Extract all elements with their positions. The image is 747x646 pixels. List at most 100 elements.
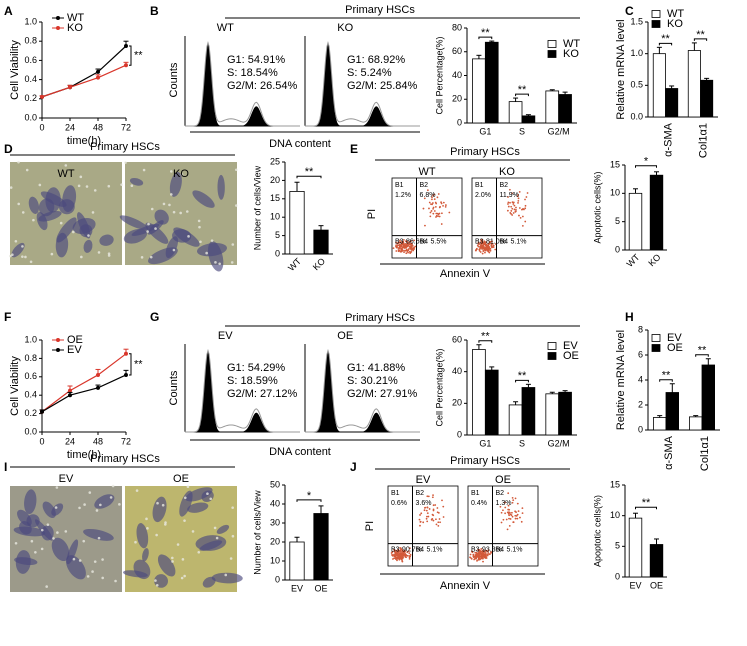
event: [436, 196, 439, 199]
event: [506, 511, 509, 514]
x-axis-label: Annexin V: [440, 580, 491, 592]
panel-letter: J: [350, 460, 357, 474]
pore: [209, 497, 213, 501]
y-tick-label: 10: [610, 510, 620, 520]
cell: [199, 540, 223, 551]
x-tick-label: 0: [39, 436, 44, 446]
phase-stat: S: 5.24%: [347, 67, 392, 79]
event: [401, 557, 404, 559]
event: [489, 249, 492, 252]
phase-stat: G2/M: 26.54%: [227, 80, 298, 92]
pore: [161, 503, 165, 507]
event: [404, 242, 406, 245]
y-tick-label: 5: [275, 230, 280, 240]
cell: [83, 239, 93, 253]
event: [404, 249, 407, 252]
event: [392, 558, 394, 560]
event: [475, 557, 478, 560]
x-tick-label: G2/M: [548, 126, 570, 136]
cell: [123, 228, 148, 244]
quadrant-name: B3: [391, 546, 400, 553]
event: [523, 208, 525, 211]
x-tick-label: EV: [291, 583, 303, 593]
pore: [185, 210, 189, 213]
pore: [9, 186, 13, 189]
event: [487, 549, 490, 552]
event: [516, 502, 519, 505]
event: [428, 508, 431, 510]
quadrant-value: 6.8%: [420, 192, 436, 199]
event: [412, 249, 415, 252]
significance-bracket: [635, 506, 657, 510]
bar: [665, 88, 679, 118]
pore: [231, 534, 235, 538]
quadrant-value: 0.4%: [471, 500, 487, 507]
event: [514, 514, 517, 517]
pore: [179, 211, 182, 215]
y-tick-label: 60: [452, 334, 462, 344]
pore: [54, 506, 58, 509]
y-axis-label: Cell Percentage(%): [434, 36, 444, 114]
event: [405, 252, 408, 255]
event: [486, 249, 489, 252]
event: [521, 512, 524, 515]
data-point: [68, 393, 72, 398]
event: [521, 507, 524, 510]
pore: [101, 576, 105, 580]
event: [431, 196, 433, 199]
event: [490, 240, 493, 243]
event: [507, 201, 510, 204]
legend-marker: [56, 348, 60, 352]
event: [434, 205, 437, 208]
event: [500, 511, 503, 514]
quadrant-name: B4: [496, 546, 505, 553]
event: [479, 251, 482, 253]
event: [483, 556, 486, 559]
event: [438, 212, 441, 215]
quadrant-name: B1: [471, 490, 480, 497]
pore: [170, 193, 173, 196]
event: [481, 555, 484, 558]
quadrant-value: 86.6%: [406, 238, 426, 245]
y-tick-label: 0: [638, 424, 643, 434]
legend-marker: [56, 16, 60, 20]
sample-name: WT: [57, 168, 74, 180]
y-tick-label: 0: [275, 248, 280, 258]
event: [442, 516, 445, 518]
significance-bracket: [658, 42, 673, 46]
pore: [187, 235, 190, 238]
event: [409, 252, 412, 255]
y-tick-label: 1.5: [630, 16, 643, 26]
event: [514, 210, 517, 213]
pore: [154, 227, 157, 230]
flow-plot: [391, 177, 463, 259]
y-tick-label: 8: [638, 324, 643, 334]
event: [469, 556, 472, 559]
event: [512, 201, 515, 204]
significance-bracket: [635, 165, 657, 168]
event: [511, 515, 514, 518]
bar: [701, 364, 716, 431]
pore: [231, 243, 235, 246]
pore: [45, 585, 48, 588]
sample-name: OE: [173, 473, 189, 485]
x-axis-label: Annexin V: [440, 268, 491, 280]
event: [394, 549, 397, 552]
x-tick-label: 48: [93, 436, 103, 446]
event: [433, 198, 436, 201]
event: [504, 512, 507, 515]
significance-bracket: [478, 36, 493, 40]
legend-label: KO: [667, 18, 683, 30]
quadrant-name: B1: [395, 182, 404, 189]
event: [430, 210, 433, 212]
event: [423, 509, 426, 512]
y-tick-label: 0.5: [630, 80, 643, 90]
pore: [17, 160, 20, 164]
y-tick-label: 40: [452, 70, 462, 80]
y-tick-label: 25: [270, 156, 280, 166]
bar: [628, 517, 643, 578]
event: [473, 556, 476, 559]
event: [424, 506, 427, 509]
pore: [155, 533, 158, 537]
y-tick-label: 0.4: [24, 390, 37, 400]
